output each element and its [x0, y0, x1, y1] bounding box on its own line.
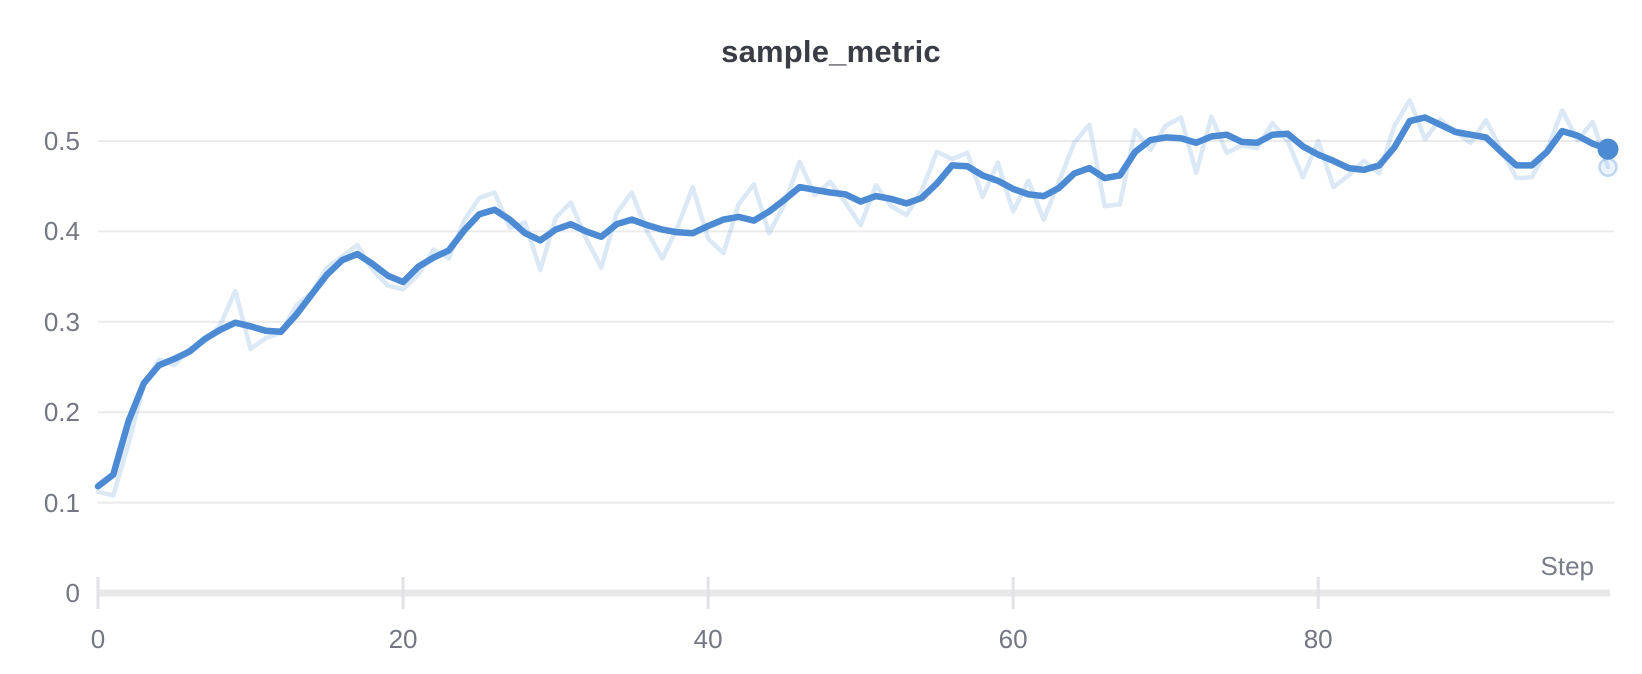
x-axis-tick-mark	[96, 577, 100, 609]
y-tick-label: 0.3	[43, 306, 80, 337]
x-tick-label: 80	[1303, 624, 1333, 654]
y-tick-label: 0.2	[43, 397, 80, 428]
x-axis-tick-mark	[401, 577, 405, 609]
raw-last-point-marker[interactable]	[1598, 157, 1618, 177]
x-axis-line	[98, 589, 1610, 597]
x-tick-label: 0	[90, 624, 106, 654]
y-tick-label: 0.4	[43, 216, 80, 247]
x-tick-label: 40	[693, 624, 723, 654]
x-axis-title: Step	[1540, 551, 1595, 581]
x-tick-label: 60	[998, 624, 1028, 654]
smoothed-series-line[interactable]	[94, 114, 1612, 490]
x-axis-tick-mark	[1011, 577, 1015, 609]
x-axis-tick-mark	[706, 577, 710, 609]
x-tick-label: 20	[388, 624, 418, 654]
y-tick-label: 0.5	[43, 126, 80, 156]
smoothed-last-point-marker[interactable]	[1597, 138, 1619, 160]
y-tick-label: 0	[65, 578, 80, 608]
x-axis-tick-mark	[1316, 577, 1320, 609]
y-tick-label: 0.1	[43, 487, 80, 518]
chart-title: sample_metric	[721, 34, 941, 69]
